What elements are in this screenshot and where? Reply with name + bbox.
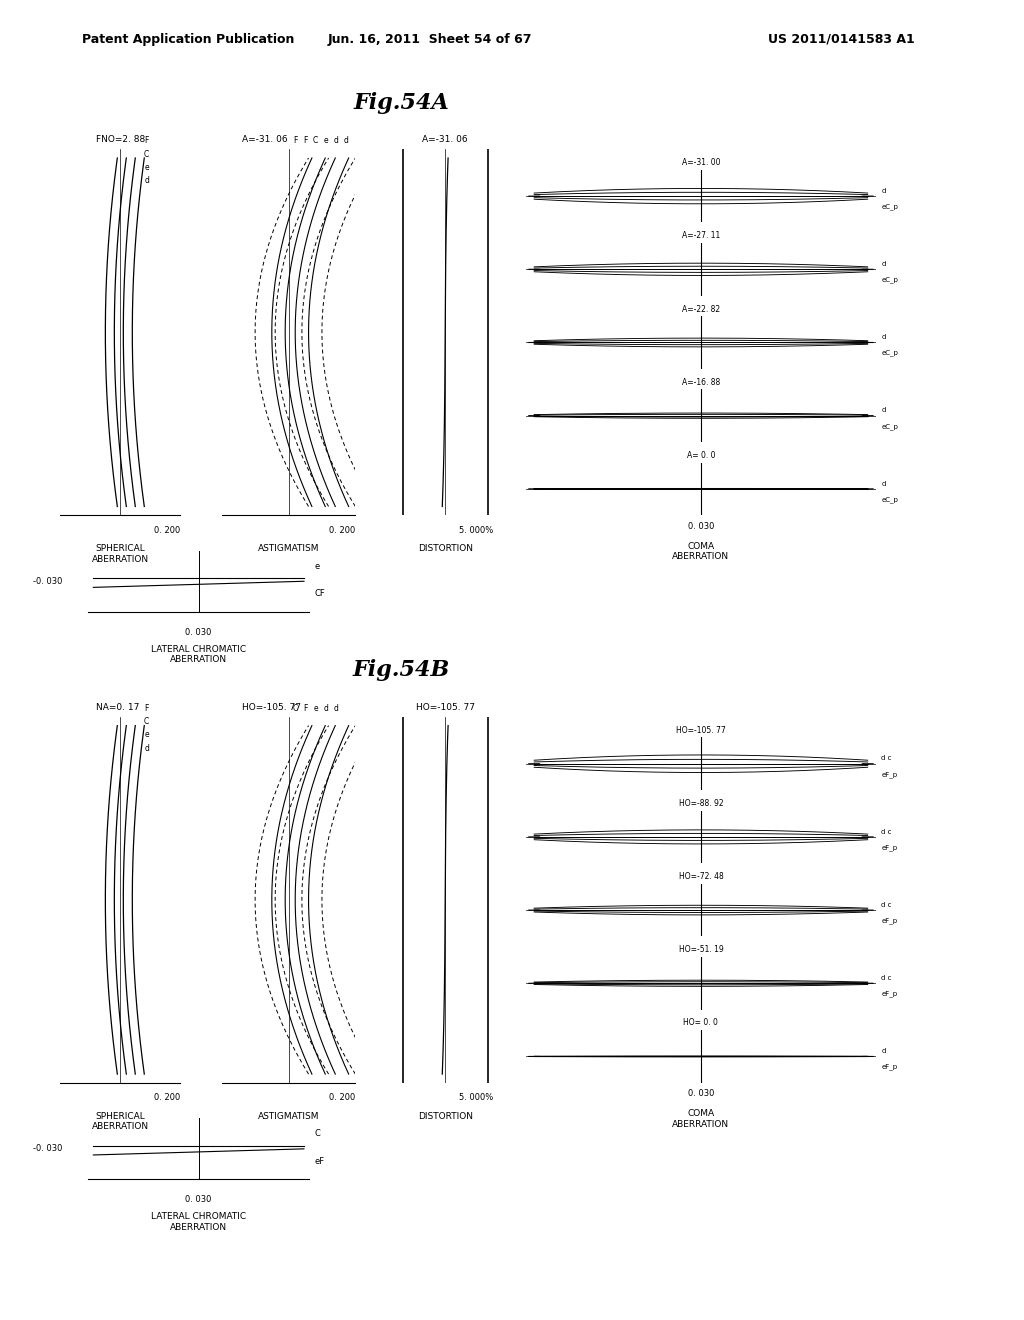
Text: -0. 030: -0. 030	[33, 1144, 62, 1154]
Text: d: d	[882, 480, 886, 487]
Text: Jun. 16, 2011  Sheet 54 of 67: Jun. 16, 2011 Sheet 54 of 67	[328, 33, 532, 46]
Text: eC_p: eC_p	[882, 422, 898, 429]
Text: e: e	[144, 162, 148, 172]
Text: HO=-105. 77: HO=-105. 77	[676, 726, 726, 735]
Text: FNO=2. 88: FNO=2. 88	[96, 135, 145, 144]
Text: COMA
ABERRATION: COMA ABERRATION	[673, 541, 729, 561]
Text: e: e	[314, 561, 319, 570]
Text: eC_p: eC_p	[882, 350, 898, 356]
Text: A=-27. 11: A=-27. 11	[682, 231, 720, 240]
Text: F: F	[144, 136, 148, 145]
Text: eF_p: eF_p	[882, 1064, 897, 1071]
Text: A=-16. 88: A=-16. 88	[682, 378, 720, 387]
Text: e: e	[313, 704, 318, 713]
Text: HO=-105. 77: HO=-105. 77	[416, 702, 475, 711]
Text: HO=-88. 92: HO=-88. 92	[679, 799, 723, 808]
Text: eC_p: eC_p	[882, 496, 898, 503]
Text: 0. 030: 0. 030	[185, 627, 212, 636]
Text: Patent Application Publication: Patent Application Publication	[82, 33, 294, 46]
Text: eF_p: eF_p	[882, 771, 897, 777]
Text: ASTIGMATISM: ASTIGMATISM	[258, 544, 319, 553]
Text: d c: d c	[882, 975, 892, 981]
Text: e: e	[324, 136, 329, 145]
Text: HO=-105. 77: HO=-105. 77	[242, 702, 301, 711]
Text: eF: eF	[314, 1156, 325, 1166]
Text: ASTIGMATISM: ASTIGMATISM	[258, 1111, 319, 1121]
Text: C: C	[293, 704, 298, 713]
Text: d: d	[882, 408, 886, 413]
Text: HO= 0. 0: HO= 0. 0	[683, 1019, 719, 1027]
Text: d: d	[324, 704, 329, 713]
Text: d: d	[882, 1048, 886, 1055]
Text: DISTORTION: DISTORTION	[418, 544, 473, 553]
Text: eC_p: eC_p	[882, 203, 898, 210]
Text: d: d	[334, 704, 339, 713]
Text: -0. 030: -0. 030	[33, 577, 62, 586]
Text: HO=-72. 48: HO=-72. 48	[679, 873, 723, 882]
Text: 0. 200: 0. 200	[329, 1093, 355, 1102]
Text: d: d	[144, 743, 150, 752]
Text: eF_p: eF_p	[882, 843, 897, 851]
Text: A=-31. 00: A=-31. 00	[682, 158, 720, 168]
Text: CF: CF	[314, 589, 325, 598]
Text: F: F	[144, 704, 148, 713]
Text: 0. 200: 0. 200	[154, 1093, 180, 1102]
Text: HO=-51. 19: HO=-51. 19	[679, 945, 723, 954]
Text: C: C	[144, 149, 150, 158]
Text: C: C	[144, 717, 150, 726]
Text: d c: d c	[882, 755, 892, 762]
Text: 5. 000%: 5. 000%	[460, 1093, 494, 1102]
Text: e: e	[144, 730, 148, 739]
Text: LATERAL CHROMATIC
ABERRATION: LATERAL CHROMATIC ABERRATION	[152, 644, 246, 664]
Text: 0. 030: 0. 030	[688, 521, 714, 531]
Text: 5. 000%: 5. 000%	[460, 525, 494, 535]
Text: NA=0. 17: NA=0. 17	[96, 702, 139, 711]
Text: F: F	[303, 136, 307, 145]
Text: d c: d c	[882, 902, 892, 908]
Text: SPHERICAL
ABERRATION: SPHERICAL ABERRATION	[92, 1111, 148, 1131]
Text: C: C	[313, 136, 318, 145]
Text: Fig.54A: Fig.54A	[353, 91, 450, 114]
Text: eC_p: eC_p	[882, 276, 898, 284]
Text: A=-22. 82: A=-22. 82	[682, 305, 720, 314]
Text: 0. 200: 0. 200	[154, 525, 180, 535]
Text: LATERAL CHROMATIC
ABERRATION: LATERAL CHROMATIC ABERRATION	[152, 1212, 246, 1232]
Text: d: d	[882, 187, 886, 194]
Text: A=-31. 06: A=-31. 06	[242, 135, 288, 144]
Text: A=-31. 06: A=-31. 06	[422, 135, 468, 144]
Text: d: d	[882, 334, 886, 341]
Text: Fig.54B: Fig.54B	[353, 659, 450, 681]
Text: d c: d c	[882, 829, 892, 834]
Text: SPHERICAL
ABERRATION: SPHERICAL ABERRATION	[92, 544, 148, 564]
Text: 0. 030: 0. 030	[688, 1089, 714, 1098]
Text: 0. 030: 0. 030	[185, 1195, 212, 1204]
Text: 0. 200: 0. 200	[329, 525, 355, 535]
Text: US 2011/0141583 A1: US 2011/0141583 A1	[768, 33, 914, 46]
Text: A= 0. 0: A= 0. 0	[687, 451, 715, 459]
Text: d: d	[144, 176, 150, 185]
Text: COMA
ABERRATION: COMA ABERRATION	[673, 1109, 729, 1129]
Text: eF_p: eF_p	[882, 990, 897, 997]
Text: C: C	[314, 1129, 321, 1138]
Text: d: d	[882, 261, 886, 267]
Text: DISTORTION: DISTORTION	[418, 1111, 473, 1121]
Text: eF_p: eF_p	[882, 917, 897, 924]
Text: F: F	[293, 136, 297, 145]
Text: d: d	[344, 136, 349, 145]
Text: d: d	[334, 136, 339, 145]
Text: F: F	[303, 704, 307, 713]
